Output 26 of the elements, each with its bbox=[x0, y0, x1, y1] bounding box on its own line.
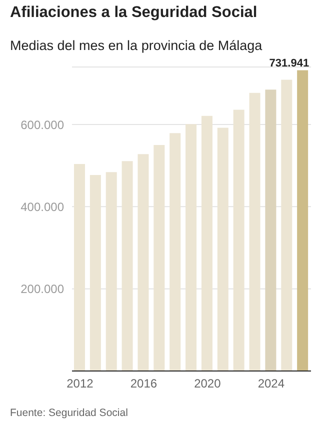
chart-title: Afiliaciones a la Seguridad Social bbox=[10, 4, 258, 22]
bar bbox=[233, 110, 244, 371]
source-note: Fuente: Seguridad Social bbox=[10, 407, 129, 419]
data-label: 731.941 bbox=[269, 57, 310, 70]
bar bbox=[154, 145, 165, 371]
bar bbox=[297, 70, 308, 371]
bar bbox=[281, 80, 292, 371]
chart-subtitle: Medias del mes en la provincia de Málaga bbox=[10, 38, 264, 53]
x-tick-label: 2016 bbox=[130, 376, 158, 391]
bar bbox=[249, 92, 260, 371]
bar bbox=[201, 116, 212, 371]
bar bbox=[265, 90, 276, 371]
bar bbox=[217, 128, 228, 371]
y-tick-label: 600.000 bbox=[20, 118, 64, 132]
x-tick-label: 2024 bbox=[258, 376, 285, 391]
bar bbox=[90, 175, 101, 371]
bar bbox=[186, 124, 197, 371]
y-tick-label: 400.000 bbox=[20, 200, 64, 214]
bar bbox=[138, 154, 149, 371]
bar bbox=[122, 161, 133, 371]
bar bbox=[74, 164, 85, 371]
x-tick-label: 2012 bbox=[66, 376, 94, 391]
bar bbox=[106, 172, 117, 371]
bar bbox=[170, 133, 181, 371]
y-tick-label: 200.000 bbox=[20, 282, 64, 296]
x-tick-label: 2020 bbox=[194, 376, 222, 391]
